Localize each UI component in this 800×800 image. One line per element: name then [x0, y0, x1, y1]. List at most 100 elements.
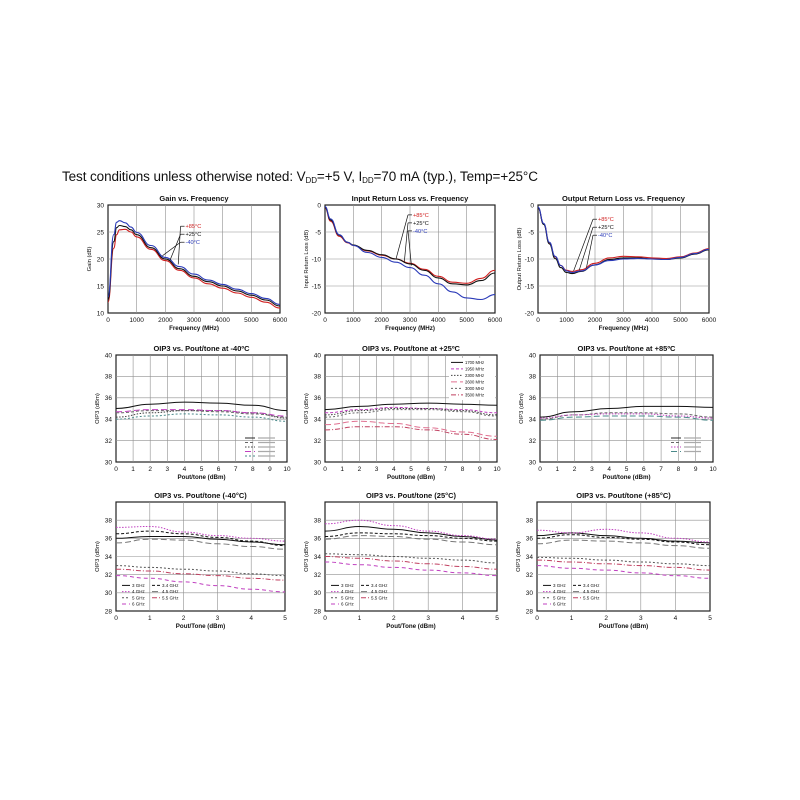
x-tick-label: 4	[461, 615, 465, 622]
x-tick-label: 1000	[559, 317, 574, 324]
y-tick-label: 0	[317, 202, 321, 209]
y-tick-label: 36	[105, 536, 113, 543]
series-line	[324, 408, 498, 416]
x-tick-label: 7	[234, 466, 238, 473]
x-tick-label: 8	[461, 466, 465, 473]
x-tick-label: 9	[268, 466, 272, 473]
legend-pointer	[162, 241, 181, 257]
x-tick-label: 5	[200, 466, 204, 473]
legend-label: +25°C	[186, 232, 202, 238]
x-axis-label: Pout/tone (dBm)	[177, 474, 225, 481]
y-tick-label: 34	[105, 554, 113, 561]
legend-box	[449, 358, 495, 400]
series-line	[536, 528, 711, 543]
legend-label: +25°C	[413, 221, 429, 227]
y-axis-label: Output Return Loss (dB)	[517, 228, 523, 291]
x-tick-label: 1	[131, 466, 135, 473]
x-tick-label: 1000	[129, 317, 144, 324]
y-tick-label: -15	[525, 283, 535, 290]
x-tick-label: 1	[358, 615, 362, 622]
series-line	[536, 565, 711, 579]
x-tick-label: 4	[674, 615, 678, 622]
y-tick-label: 30	[97, 202, 105, 209]
x-tick-label: 3	[426, 615, 430, 622]
y-tick-label: 30	[314, 590, 322, 597]
series-line	[539, 415, 714, 421]
legend-label: 3500 MHz	[465, 393, 484, 398]
y-tick-label: 34	[314, 417, 322, 424]
legend-label: 4 GHz	[132, 589, 146, 594]
y-tick-label: 34	[105, 417, 113, 424]
x-tick-label: 8	[677, 466, 681, 473]
x-axis-label: Pout/Tone (dBm)	[176, 623, 225, 630]
x-tick-label: 10	[709, 466, 717, 473]
legend-label: 3.4 GHz	[583, 583, 600, 588]
x-axis-label: Pout/tone (dBm)	[602, 474, 650, 481]
y-tick-label: 38	[526, 517, 534, 524]
y-tick-label: 36	[314, 536, 322, 543]
series-line	[324, 561, 498, 577]
header-text-2: =+5 V, I	[316, 169, 363, 184]
y-tick-label: 38	[105, 374, 113, 381]
x-tick-label: 3	[375, 466, 379, 473]
x-tick-label: 5	[283, 615, 287, 622]
x-axis-label: Frequency (MHz)	[169, 325, 219, 332]
legend-label: 6 GHz	[132, 602, 146, 607]
x-tick-label: 2	[573, 466, 577, 473]
series-line	[539, 413, 714, 419]
series-line	[115, 525, 286, 542]
legend-label: 5 GHz	[132, 595, 146, 600]
x-tick-label: 8	[251, 466, 255, 473]
series-line	[536, 559, 711, 571]
legend-pointer	[407, 230, 412, 266]
series-line	[115, 410, 288, 418]
x-tick-label: 0	[536, 317, 540, 324]
y-tick-label: 36	[105, 395, 113, 402]
legend-label: 6 GHz	[341, 602, 355, 607]
series-line	[324, 406, 498, 414]
idd-subscript: DD	[362, 176, 374, 185]
x-tick-label: 0	[538, 466, 542, 473]
x-tick-label: 1	[555, 466, 559, 473]
x-tick-label: 5	[625, 466, 629, 473]
y-tick-label: 34	[314, 554, 322, 561]
x-tick-label: 6	[642, 466, 646, 473]
y-tick-label: 36	[526, 536, 534, 543]
x-axis-label: Frequency (MHz)	[385, 325, 435, 332]
x-axis-label: Pout/Tone (dBm)	[599, 623, 648, 630]
x-tick-label: 6000	[702, 317, 717, 324]
series-line	[324, 553, 498, 564]
y-tick-label: 28	[314, 608, 322, 615]
x-tick-label: 6	[217, 466, 221, 473]
y-axis-label: OIP3 (dBm)	[95, 393, 101, 424]
chart-title: Input Return Loss vs. Frequency	[352, 194, 470, 203]
header-text-3: =70 mA (typ.), Temp=+25°C	[373, 169, 538, 184]
x-tick-label: 3	[639, 615, 643, 622]
x-tick-label: 0	[106, 317, 110, 324]
y-tick-label: -10	[312, 256, 322, 263]
series-line	[324, 535, 498, 546]
legend-label: 4.5 GHz	[583, 589, 600, 594]
legend-pointer	[395, 214, 409, 260]
legend-label: -40°C	[186, 240, 200, 246]
y-tick-label: -15	[312, 283, 322, 290]
x-tick-label: 5	[409, 466, 413, 473]
legend-label: 1700 MHz	[465, 360, 484, 365]
y-tick-label: 40	[314, 352, 322, 359]
x-tick-label: 0	[323, 317, 327, 324]
y-tick-label: 38	[314, 517, 322, 524]
legend-label: 4 GHz	[553, 589, 567, 594]
legend-label: 2600 MHz	[465, 380, 484, 385]
chart-title: OIP3 vs. Pout/tone at +85ºC	[578, 344, 677, 353]
x-tick-label: 2000	[588, 317, 603, 324]
series-line	[115, 401, 288, 412]
legend-label: -40°C	[598, 233, 612, 239]
legend-pointer	[169, 234, 181, 262]
x-tick-label: 7	[444, 466, 448, 473]
x-tick-label: 10	[493, 466, 501, 473]
series-line	[115, 565, 286, 577]
y-tick-label: 30	[105, 590, 113, 597]
